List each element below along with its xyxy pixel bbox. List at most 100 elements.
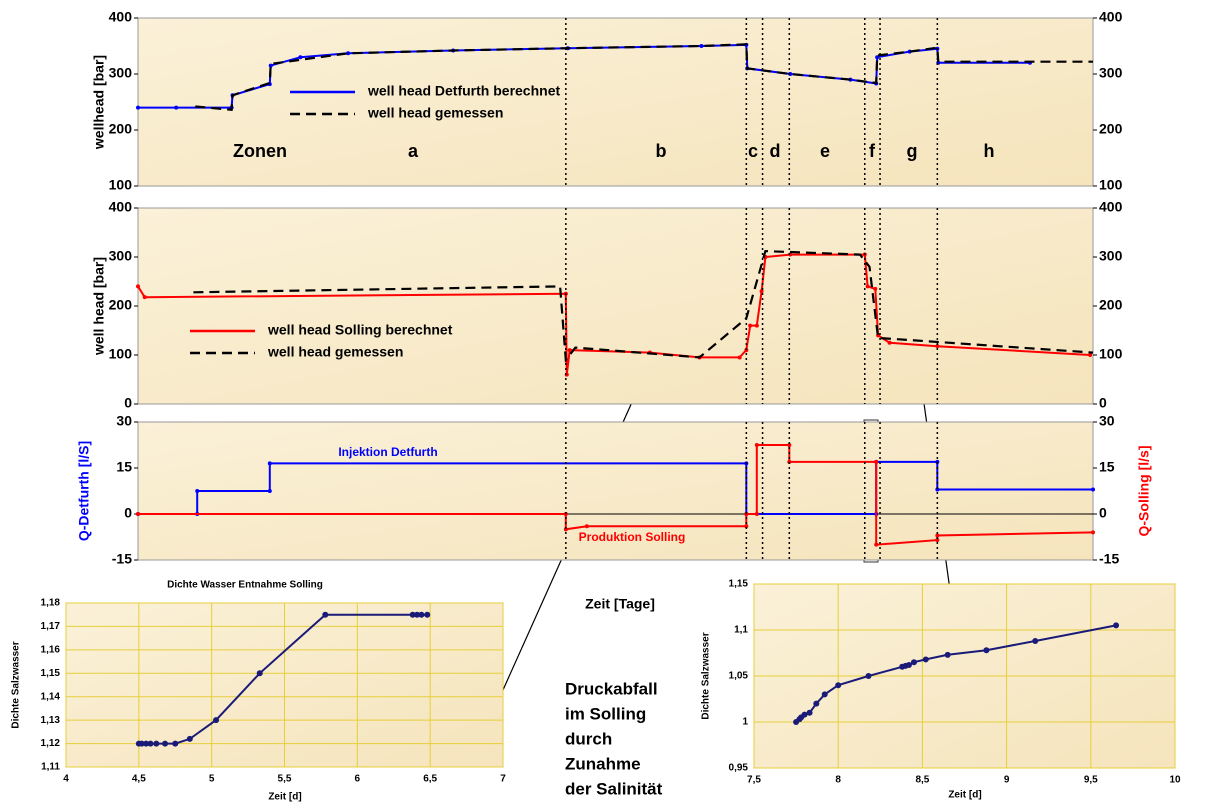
data-point xyxy=(162,740,169,747)
data-point xyxy=(935,459,940,464)
y2-axis-label: Q-Solling [l/s] xyxy=(1136,446,1152,537)
zone-label: d xyxy=(770,141,781,161)
data-point xyxy=(744,348,749,353)
data-point xyxy=(801,711,808,718)
y-right-tick-label: 400 xyxy=(1099,199,1123,215)
annotation: Injektion Detfurth xyxy=(338,445,437,459)
data-point xyxy=(298,55,303,60)
y-tick-label: 300 xyxy=(109,248,133,264)
y-tick-label: 100 xyxy=(109,177,133,193)
y-axis-label: well head [bar] xyxy=(91,257,107,356)
data-point xyxy=(821,691,828,698)
y-tick-label: 1,11 xyxy=(41,762,60,773)
legend-label: well head gemessen xyxy=(267,344,403,360)
data-point xyxy=(1032,638,1039,645)
data-point xyxy=(935,344,940,349)
chart-title: Dichte Wasser Entnahme Solling xyxy=(167,580,323,591)
series-line xyxy=(193,249,1094,363)
y-right-tick-label: 100 xyxy=(1099,346,1123,362)
data-point xyxy=(983,647,990,654)
x-tick-label: 9 xyxy=(1004,775,1010,786)
data-point xyxy=(813,700,820,707)
zone-label: g xyxy=(907,141,918,161)
legend-label: well head Detfurth berechnet xyxy=(367,83,560,99)
data-point xyxy=(136,105,140,110)
zone-label: b xyxy=(656,141,667,161)
y2-tick-label: 15 xyxy=(1099,459,1115,475)
y-tick-label: 0,95 xyxy=(729,763,749,774)
y-tick-label: 1,17 xyxy=(41,621,61,632)
y-tick-label: -15 xyxy=(112,551,132,567)
note-line: der Salinität xyxy=(565,779,663,798)
note-line: Druckabfall xyxy=(565,679,658,698)
y-tick-label: 1 xyxy=(742,717,748,728)
data-point xyxy=(1091,530,1095,535)
y-right-tick-label: 300 xyxy=(1099,65,1123,81)
data-point xyxy=(754,323,759,328)
data-point xyxy=(699,44,704,48)
data-point xyxy=(153,740,160,747)
y-tick-label: 1,15 xyxy=(729,579,749,590)
y-tick-label: 0 xyxy=(124,395,132,411)
data-point xyxy=(143,740,150,747)
data-point xyxy=(873,286,878,291)
y-tick-label: 30 xyxy=(116,413,132,429)
data-point xyxy=(748,323,753,328)
y-tick-label: 100 xyxy=(109,346,133,362)
legend-label: well head gemessen xyxy=(367,105,503,121)
x-axis-label: Zeit [Tage] xyxy=(585,596,655,612)
annotation: Produktion Solling xyxy=(579,530,686,544)
x-tick-label: 4,5 xyxy=(132,774,146,785)
x-tick-label: 9,5 xyxy=(1084,775,1098,786)
data-point xyxy=(567,348,572,353)
data-point xyxy=(874,459,879,464)
y-tick-label: 400 xyxy=(109,199,133,215)
data-point xyxy=(409,611,416,618)
y-tick-label: 300 xyxy=(109,65,133,81)
data-point xyxy=(1113,622,1120,629)
x-tick-label: 6 xyxy=(355,774,361,785)
data-point xyxy=(174,105,179,110)
data-point xyxy=(865,284,870,289)
data-point xyxy=(268,63,273,68)
data-point xyxy=(935,487,940,492)
x-axis-label: Zeit [d] xyxy=(268,792,301,803)
y-right-tick-label: 0 xyxy=(1099,395,1107,411)
zone-label: h xyxy=(984,141,995,161)
note-line: im Solling xyxy=(565,704,646,723)
y-tick-label: 1,13 xyxy=(41,715,61,726)
y2-tick-label: 0 xyxy=(1099,505,1107,521)
y-right-tick-label: 200 xyxy=(1099,297,1123,313)
x-tick-label: 8 xyxy=(835,775,841,786)
data-point xyxy=(1091,487,1095,492)
data-point xyxy=(267,461,272,466)
x-axis-label: Zeit [d] xyxy=(948,790,981,801)
y-tick-label: 1,05 xyxy=(729,671,749,682)
y-tick-label: 400 xyxy=(109,9,133,25)
y-tick-label: 1,18 xyxy=(41,598,61,609)
data-point xyxy=(754,512,759,516)
x-tick-label: 4 xyxy=(63,774,69,785)
data-point xyxy=(584,524,589,529)
zone-label: f xyxy=(869,141,876,161)
x-tick-label: 7,5 xyxy=(747,775,761,786)
data-point xyxy=(944,651,951,658)
plot-area xyxy=(137,17,1094,187)
y-axis-label: wellhead [bar] xyxy=(91,55,107,150)
data-point xyxy=(835,682,842,689)
y-right-tick-label: 100 xyxy=(1099,177,1123,193)
zone-label: c xyxy=(748,141,758,161)
data-point xyxy=(138,740,145,747)
x-tick-label: 5 xyxy=(209,774,215,785)
data-point xyxy=(744,524,749,529)
plot-area xyxy=(137,207,1094,405)
data-point xyxy=(759,289,764,294)
legend-label: well head Solling berechnet xyxy=(267,322,453,338)
data-point xyxy=(267,489,272,493)
data-point xyxy=(195,489,200,493)
y-tick-label: 1,14 xyxy=(41,691,61,702)
x-tick-label: 5,5 xyxy=(278,774,292,785)
y-right-tick-label: 200 xyxy=(1099,121,1123,137)
data-point xyxy=(136,512,140,516)
data-point xyxy=(346,51,351,56)
